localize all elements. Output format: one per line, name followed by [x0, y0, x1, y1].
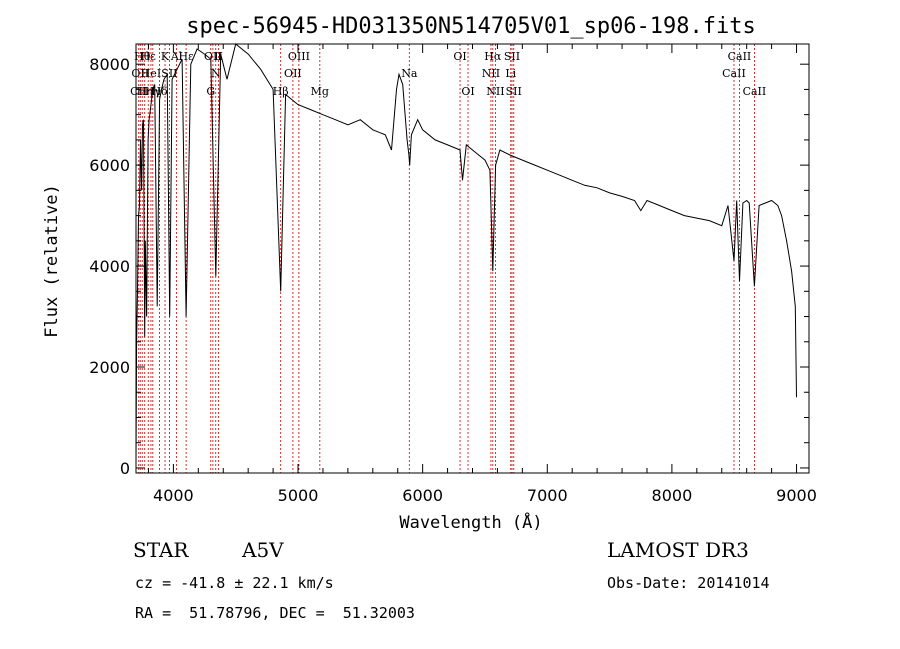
line-label-14: N: [211, 67, 221, 80]
line-label-12: G: [206, 85, 215, 98]
line-label-27: SII: [504, 50, 520, 63]
line-label-16: Hβ: [273, 85, 289, 98]
line-label-25: NII: [486, 85, 504, 98]
spectrum-series: [135, 43, 797, 463]
y-tick-label-2: 4000: [89, 257, 130, 276]
line-label-15: II: [214, 50, 223, 63]
y-axis-label: Flux (relative): [42, 184, 62, 338]
line-label-24: Hα: [484, 50, 502, 63]
line-label-31: CaII: [743, 85, 767, 98]
x-axis-label: Wavelength (Å): [399, 511, 542, 533]
line-label-18: OIII: [288, 50, 310, 63]
y-tick-label-3: 6000: [89, 156, 130, 175]
spectrum-line: [135, 43, 797, 463]
plot-frame: [135, 43, 810, 474]
line-label-5: HeI: [141, 67, 161, 80]
line-label-10: Al: [170, 50, 183, 63]
chart-title: spec-56945-HD031350N514705V01_sp06-198.f…: [186, 14, 756, 39]
line-label-4: Hε: [141, 50, 157, 63]
x-tick-label-2: 6000: [402, 486, 443, 505]
x-tick-label-1: 5000: [278, 486, 319, 505]
y-tick-label-0: 0: [120, 459, 130, 478]
line-label-2: Hθ: [134, 50, 151, 63]
survey-name: LAMOST DR3: [607, 538, 749, 562]
spectral-line-markers: CIIOIIHθHηHεHeIHγHδKSIIAlHεGOIINIIHβOIIO…: [130, 44, 766, 473]
line-label-13: OII: [204, 50, 222, 63]
line-label-8: K: [161, 50, 170, 63]
line-label-22: OI: [461, 85, 474, 98]
line-label-23: NII: [482, 67, 500, 80]
line-label-3: Hη: [137, 85, 153, 98]
line-label-30: CaII: [728, 50, 752, 63]
x-tick-label-3: 7000: [527, 486, 568, 505]
axis-ticks: 4000 5000 6000 7000 8000 9000 0 2000 4000 6000 800…: [89, 44, 817, 505]
line-label-26: Li: [505, 67, 516, 80]
x-tick-label-5: 9000: [776, 486, 817, 505]
line-label-17: OII: [284, 67, 302, 80]
line-label-7: Hδ: [151, 85, 168, 98]
line-label-20: Na: [401, 67, 418, 80]
y-tick-label-4: 8000: [89, 55, 130, 74]
line-label-0: CII: [130, 85, 147, 98]
y-tick-label-1: 2000: [89, 358, 130, 377]
line-label-19: Mg: [311, 85, 329, 98]
line-label-21: OI: [453, 50, 466, 63]
x-tick-label-0: 4000: [153, 486, 194, 505]
object-subclass: A5V: [242, 538, 284, 562]
sky-coordinates: RA = 51.78796, DEC = 51.32003: [135, 604, 415, 622]
observation-date: Obs-Date: 20141014: [607, 574, 770, 592]
redshift-cz: cz = -41.8 ± 22.1 km/s: [135, 574, 334, 592]
object-class: STAR: [133, 538, 189, 562]
line-label-29: CaII: [722, 67, 746, 80]
line-label-28: SII: [506, 85, 522, 98]
x-tick-label-4: 8000: [652, 486, 693, 505]
